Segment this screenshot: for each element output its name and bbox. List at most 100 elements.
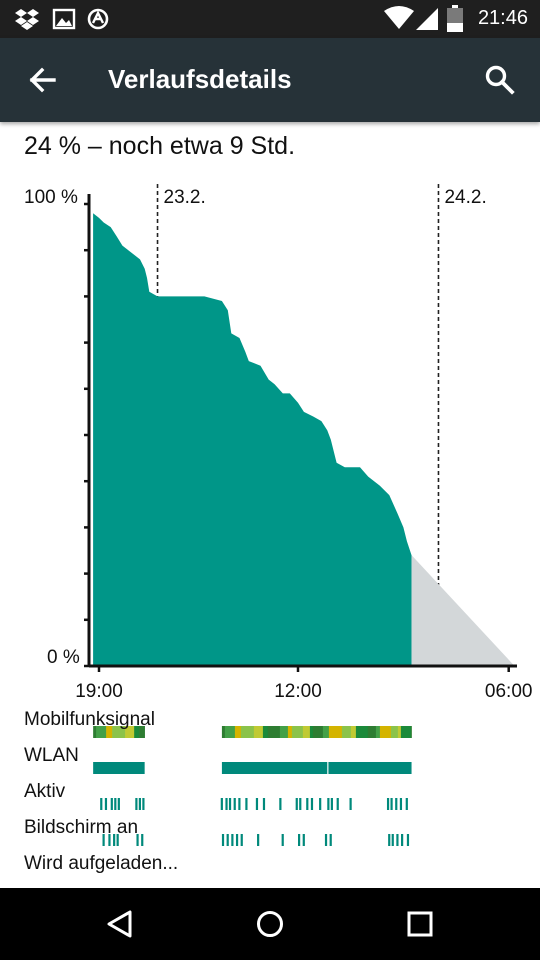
row-tick [225, 798, 228, 810]
row-tick [279, 798, 282, 810]
row-tick [138, 798, 141, 810]
sync-icon [87, 8, 109, 30]
row-label-wlan: WLAN [24, 745, 79, 766]
row-tick [391, 834, 394, 846]
row-tick [135, 798, 138, 810]
x-tick-label: 12:00 [274, 681, 322, 702]
row-tick [324, 834, 328, 846]
signal-segment [400, 726, 412, 738]
signal-segment [379, 726, 392, 738]
row-tick [108, 834, 111, 846]
row-tick [117, 798, 120, 810]
row-tick [319, 798, 322, 810]
signal-segment [341, 726, 352, 738]
signal-segment [287, 726, 293, 738]
battery-level-area [93, 213, 412, 666]
app-bar: Verlaufsdetails [0, 38, 540, 122]
signal-segment [291, 726, 304, 738]
signal-segment [240, 726, 255, 738]
row-tick [406, 834, 410, 846]
dropbox-icon [15, 9, 39, 30]
row-segment [221, 762, 328, 774]
signal-segment [93, 726, 97, 738]
y-label-max: 100 % [24, 187, 78, 208]
x-tick-label: 06:00 [485, 681, 533, 702]
date-marker-label: 23.2. [164, 187, 206, 208]
signal-segment [367, 726, 377, 738]
row-tick [104, 798, 108, 810]
page-title: Verlaufsdetails [108, 64, 292, 94]
row-tick [295, 798, 298, 810]
row-label-mobile-signal: Mobilfunksignal [24, 709, 155, 730]
row-segment [328, 762, 412, 774]
row-tick [401, 834, 404, 846]
signal-segment [322, 726, 330, 738]
signal-icon [416, 8, 438, 30]
signal-segment [234, 726, 242, 738]
x-tick-label: 19:00 [75, 681, 123, 702]
signal-segment [96, 726, 107, 738]
row-tick [235, 834, 239, 846]
row-tick [221, 834, 225, 846]
row-tick [396, 834, 399, 846]
signal-segment [375, 726, 381, 738]
row-tick [114, 798, 117, 810]
signal-segment [112, 726, 126, 738]
nav-home-icon[interactable] [244, 898, 296, 950]
signal-segment [106, 726, 113, 738]
row-tick [399, 798, 403, 810]
search-icon[interactable] [478, 58, 522, 102]
image-icon [52, 8, 76, 30]
battery-prediction-area [411, 555, 515, 666]
signal-segment [134, 726, 140, 738]
row-tick [141, 834, 144, 846]
row-tick [257, 834, 260, 846]
signal-segment [328, 726, 343, 738]
row-tick [100, 798, 103, 810]
row-tick [110, 798, 113, 810]
signal-segment [390, 726, 399, 738]
signal-segment [350, 726, 357, 738]
row-tick [390, 798, 393, 810]
row-tick [388, 834, 391, 846]
row-tick [310, 798, 314, 810]
battery-summary: 24 % – noch etwa 9 Std. [24, 132, 296, 160]
signal-segment [410, 726, 412, 738]
signal-segment [312, 726, 324, 738]
battery-history-chart: 23.2. 24.2. 100 % 0 % 19:00 12:00 06:00 [24, 184, 533, 846]
row-tick [228, 798, 232, 810]
y-label-min: 0 % [47, 647, 80, 668]
row-label-active: Aktiv [24, 781, 66, 802]
status-bar: 21:46 [0, 0, 540, 38]
navigation-bar [0, 888, 540, 960]
signal-segment [125, 726, 135, 738]
nav-back-icon[interactable] [94, 898, 146, 950]
row-tick [245, 798, 248, 810]
row-tick [113, 834, 116, 846]
wifi-icon [384, 6, 414, 29]
signal-segment [309, 726, 314, 738]
row-tick [136, 834, 139, 846]
arrow-back-icon[interactable] [20, 58, 64, 102]
signal-segment [262, 726, 269, 738]
row-tick [262, 798, 266, 810]
row-tick [306, 798, 309, 810]
row-label-charging: Wird aufgeladen... [24, 853, 179, 874]
row-tick [255, 798, 259, 810]
nav-recents-icon[interactable] [394, 898, 446, 950]
row-tick [329, 834, 332, 846]
row-segment [93, 762, 145, 774]
row-label-screen-on: Bildschirm an [24, 817, 139, 838]
signal-segment [253, 726, 264, 738]
row-tick [220, 798, 223, 810]
row-tick [102, 834, 105, 846]
signal-segment [267, 726, 281, 738]
row-tick [142, 798, 145, 810]
row-tick [281, 834, 284, 846]
row-tick [405, 798, 408, 810]
clock: 21:46 [477, 7, 528, 29]
signal-segment [397, 726, 402, 738]
row-tick [330, 798, 333, 810]
signal-segment [139, 726, 145, 738]
row-tick [336, 798, 339, 810]
